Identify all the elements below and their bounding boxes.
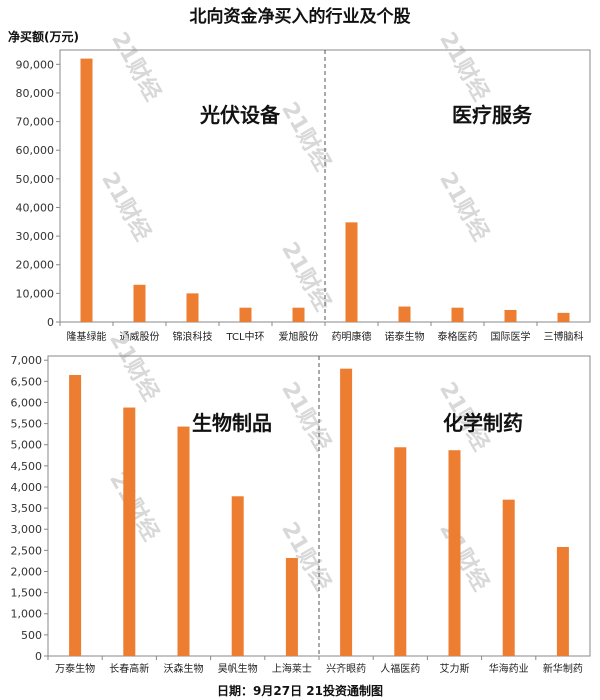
category-label: 华海药业 xyxy=(489,662,529,675)
category-label: 万泰生物 xyxy=(55,662,95,675)
category-label: 隆基绿能 xyxy=(67,330,107,343)
watermark: 21财经 xyxy=(276,98,336,176)
watermark: 21财经 xyxy=(276,238,336,316)
group-label: 医疗服务 xyxy=(452,103,533,127)
y-tick-label: 3,500 xyxy=(11,502,43,515)
y-tick-label: 6,500 xyxy=(11,375,43,388)
category-label: 长春高新 xyxy=(109,662,149,675)
y-tick-label: 4,500 xyxy=(11,460,43,473)
category-label: 诺泰生物 xyxy=(385,330,425,343)
bar xyxy=(186,293,199,322)
bar xyxy=(80,58,93,322)
y-tick-label: 2,000 xyxy=(11,565,43,578)
y-tick-label: 0 xyxy=(47,316,54,329)
y-tick-label: 20,000 xyxy=(16,259,55,272)
y-axis-label: 净买额(万元) xyxy=(8,30,79,44)
bar xyxy=(556,546,569,656)
y-tick-label: 5,500 xyxy=(11,418,43,431)
watermark: 21财经 xyxy=(276,518,336,596)
group-label: 光伏设备 xyxy=(199,103,281,127)
category-label: 国际医学 xyxy=(491,330,531,343)
watermark: 21财经 xyxy=(276,378,336,456)
y-tick-label: 3,000 xyxy=(11,523,43,536)
watermark: 21财经 xyxy=(434,168,494,246)
y-tick-label: 4,000 xyxy=(11,481,43,494)
category-label: 昊帆生物 xyxy=(218,662,258,675)
bar xyxy=(345,222,358,322)
y-tick-label: 70,000 xyxy=(16,116,55,129)
bar xyxy=(69,375,82,656)
y-tick-label: 0 xyxy=(35,650,42,663)
y-tick-label: 5,000 xyxy=(11,439,43,452)
category-label: TCL中环 xyxy=(225,330,264,343)
footer-credit: 日期：9月27日 21投资通制图 xyxy=(217,684,383,698)
y-tick-label: 30,000 xyxy=(16,230,55,243)
watermark: 21财经 xyxy=(96,168,156,246)
bar xyxy=(123,407,136,656)
category-label: 泰格医药 xyxy=(438,330,478,343)
category-label: 三博脑科 xyxy=(544,330,584,343)
watermark: 21财经 xyxy=(434,28,494,106)
bar xyxy=(394,447,407,656)
y-tick-label: 7,000 xyxy=(11,354,43,367)
y-tick-label: 90,000 xyxy=(16,58,55,71)
watermark: 21财经 xyxy=(106,28,166,106)
category-label: 新华制药 xyxy=(543,662,583,675)
bar xyxy=(502,499,515,656)
category-label: 上海莱士 xyxy=(272,662,312,675)
bar xyxy=(292,307,305,322)
category-label: 通威股份 xyxy=(120,330,160,343)
y-tick-label: 40,000 xyxy=(16,201,55,214)
bar xyxy=(557,312,570,322)
y-tick-label: 1,500 xyxy=(11,587,43,600)
y-tick-label: 50,000 xyxy=(16,173,55,186)
chart-title: 北向资金净买入的行业及个股 xyxy=(189,7,411,27)
bar xyxy=(398,306,411,322)
bar xyxy=(231,496,244,656)
y-tick-label: 500 xyxy=(21,629,42,642)
bar xyxy=(133,284,146,322)
y-tick-label: 1,000 xyxy=(11,608,43,621)
category-label: 锦浪科技 xyxy=(173,330,213,343)
bar xyxy=(340,368,353,656)
watermark: 21财经 xyxy=(434,518,494,596)
bar xyxy=(285,557,298,656)
category-label: 兴齐眼药 xyxy=(326,662,366,675)
category-label: 沃森生物 xyxy=(164,662,204,675)
group-label: 化学制药 xyxy=(443,411,523,435)
bar xyxy=(177,426,190,656)
category-label: 人福医药 xyxy=(380,662,420,675)
y-tick-label: 6,000 xyxy=(11,396,43,409)
y-tick-label: 60,000 xyxy=(16,144,55,157)
group-label: 生物制品 xyxy=(192,411,272,435)
category-label: 爱旭股份 xyxy=(279,330,319,343)
y-tick-label: 80,000 xyxy=(16,87,55,100)
bar xyxy=(239,307,252,322)
bar xyxy=(451,307,464,322)
category-label: 艾力斯 xyxy=(440,662,470,675)
y-tick-label: 10,000 xyxy=(16,287,55,300)
category-label: 药明康德 xyxy=(332,330,372,343)
y-tick-label: 2,500 xyxy=(11,544,43,557)
bar xyxy=(448,450,461,656)
bar xyxy=(504,309,517,322)
